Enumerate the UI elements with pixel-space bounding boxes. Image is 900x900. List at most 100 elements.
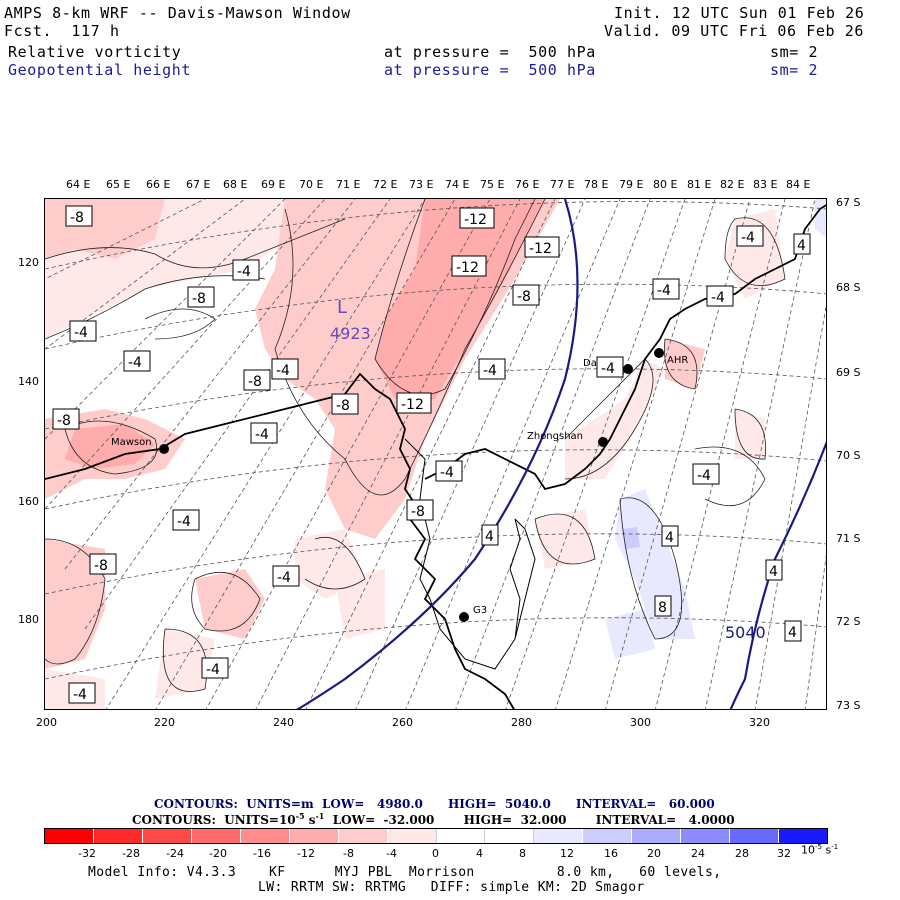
colorbar-label: 32 [777,847,791,860]
lon-label: 69 E [261,178,286,191]
colorbar-label: 16 [604,847,618,860]
lon-label: 72 E [373,178,398,191]
vorticity-label: -8 [243,369,271,391]
lon-label: 66 E [146,178,171,191]
lon-label: 75 E [480,178,505,191]
forecast-hour: Fcst. 117 h [4,22,120,40]
model-info: Model Info: V4.3.3 KF MYJ PBL Morrison 8… [88,865,722,880]
init-time: Init. 12 UTC Sun 01 Feb 26 [614,4,865,22]
colorbar-segment [93,829,143,843]
x-tick: 200 [36,716,57,729]
svg-text:-4: -4 [73,687,87,703]
lon-label: 81 E [687,178,712,191]
map-panel: Mawson Davis AHR Zhongshan G3 L 4923 504… [44,198,827,710]
station-marker-davis [623,364,633,374]
colorbar-label: -8 [343,847,354,860]
svg-text:-4: -4 [277,570,291,586]
vorticity-label [604,347,605,348]
colorbar-unit: 10-5 s-1 [801,843,838,857]
colorbar-segment [632,829,682,843]
lon-label: 71 E [336,178,361,191]
lat-label: 71 S [836,532,861,545]
colorbar-segment [730,829,780,843]
svg-text:8: 8 [658,600,667,616]
svg-text:-12: -12 [464,212,487,228]
graticule [45,199,826,709]
colorbar-segment [240,829,290,843]
colorbar-label: 12 [560,847,574,860]
x-tick: 220 [154,716,175,729]
lon-label: 68 E [223,178,248,191]
vorticity-contour-info-prefix: CONTOURS: UNITS=10 [132,813,296,827]
vorticity-label: -4 [232,259,260,281]
lon-label: 82 E [720,178,745,191]
svg-text:4: 4 [769,564,778,580]
lat-label: 68 S [836,281,861,294]
vorticity-unit-s: s [304,813,316,827]
svg-text:-4: -4 [697,468,711,484]
colorbar-segment [191,829,241,843]
vorticity-label: -12 [524,236,560,258]
vorticity-label: -12 [459,207,495,229]
lon-label: 80 E [653,178,678,191]
colorbar-label: -20 [209,847,227,860]
svg-text:-12: -12 [456,260,479,276]
svg-text:4: 4 [788,625,797,641]
vorticity-contour-info: CONTOURS: UNITS=10-5 s-1 LOW= -32.000 HI… [132,811,735,827]
vorticity-label-layer: -8 -4 -4 -8 -4 -4 -8 -8 -4 -4 -4 -12 -12… [52,205,811,704]
colorbar-unit-exp2: -1 [831,843,839,851]
y-tick: 180 [18,613,39,626]
colorbar-segment [45,829,94,843]
vorticity-label: -4 [201,657,229,679]
colorbar-segment [583,829,633,843]
colorbar-segment [534,829,584,843]
svg-text:-8: -8 [70,210,84,226]
svg-text:-4: -4 [601,361,615,377]
lon-label: 84 E [786,178,811,191]
vorticity-label: -4 [272,565,300,587]
vorticity-label: -8 [406,499,434,521]
colorbar-label: 4 [476,847,483,860]
lon-label: 64 E [66,178,91,191]
colorbar-segment [485,829,535,843]
svg-text:-8: -8 [94,558,108,574]
station-marker-mawson [159,444,169,454]
station-marker-zhongshan [598,437,608,447]
station-label-mawson: Mawson [111,437,152,448]
colorbar-label: -32 [78,847,96,860]
model-physics: LW: RRTM SW: RRTMG DIFF: simple KM: 2D S… [258,880,645,895]
lon-label: 67 E [186,178,211,191]
field2-name: Geopotential height [8,61,191,79]
x-tick: 320 [749,716,770,729]
svg-text:-4: -4 [276,363,290,379]
vorticity-label: -8 [65,205,93,227]
vorticity-label: -4 [478,358,506,380]
lon-label: 70 E [299,178,324,191]
station-marker-g3 [459,612,469,622]
colorbar-label: -12 [297,847,315,860]
vorticity-label: 4 [784,620,802,642]
vorticity-label: 4 [765,559,783,581]
svg-text:-4: -4 [177,514,191,530]
vorticity-label: -4 [596,356,624,378]
ice-edge [404,438,536,670]
field1-smoothing: sm= 2 [770,43,819,61]
colorbar-segment [142,829,192,843]
colorbar-unit-base: 10 [801,843,815,857]
x-tick: 240 [273,716,294,729]
valid-time: Valid. 09 UTC Fri 06 Feb 26 [604,22,865,40]
colorbar-segment [779,829,827,843]
vorticity-label: -8 [187,286,215,308]
lon-label: 83 E [753,178,778,191]
svg-text:-8: -8 [411,504,425,520]
y-tick: 120 [18,256,39,269]
colorbar-segment [338,829,388,843]
field1-level: at pressure = 500 hPa [384,43,596,61]
vorticity-label: -8 [52,408,80,430]
lat-label: 69 S [836,366,861,379]
svg-text:-4: -4 [237,264,251,280]
lon-label: 76 E [515,178,540,191]
vorticity-label: -4 [69,320,97,342]
vorticity-label: 4 [661,525,679,547]
station-label-zhongshan: Zhongshan [527,431,583,442]
